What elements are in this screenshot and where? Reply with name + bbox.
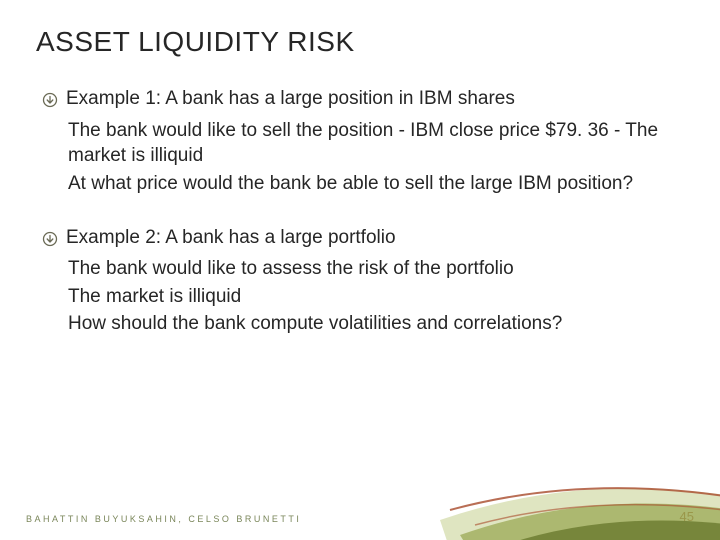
example-subline: At what price would the bank be able to … <box>42 171 684 197</box>
decorative-swoosh-icon <box>420 410 720 540</box>
bullet-line: Example 2: A bank has a large portfolio <box>42 225 684 255</box>
bullet-line: Example 1: A bank has a large position i… <box>42 86 684 116</box>
circled-down-arrow-icon <box>42 90 58 116</box>
example-subline: The market is illiquid <box>42 284 684 310</box>
slide-content: Example 1: A bank has a large position i… <box>36 86 684 337</box>
example-subline: The bank would like to assess the risk o… <box>42 256 684 282</box>
example-subline: The bank would like to sell the position… <box>42 118 684 169</box>
example-lead: Example 2: A bank has a large portfolio <box>66 225 396 251</box>
slide: ASSET LIQUIDITY RISK Example 1: A bank h… <box>0 0 720 540</box>
example-block: Example 1: A bank has a large position i… <box>42 86 684 197</box>
footer-author: BAHATTIN BUYUKSAHIN, CELSO BRUNETTI <box>26 514 301 524</box>
example-lead: Example 1: A bank has a large position i… <box>66 86 515 112</box>
example-subline: How should the bank compute volatilities… <box>42 311 684 337</box>
example-block: Example 2: A bank has a large portfolio … <box>42 225 684 338</box>
slide-title: ASSET LIQUIDITY RISK <box>36 26 684 58</box>
page-number: 45 <box>680 509 694 524</box>
circled-down-arrow-icon <box>42 229 58 255</box>
